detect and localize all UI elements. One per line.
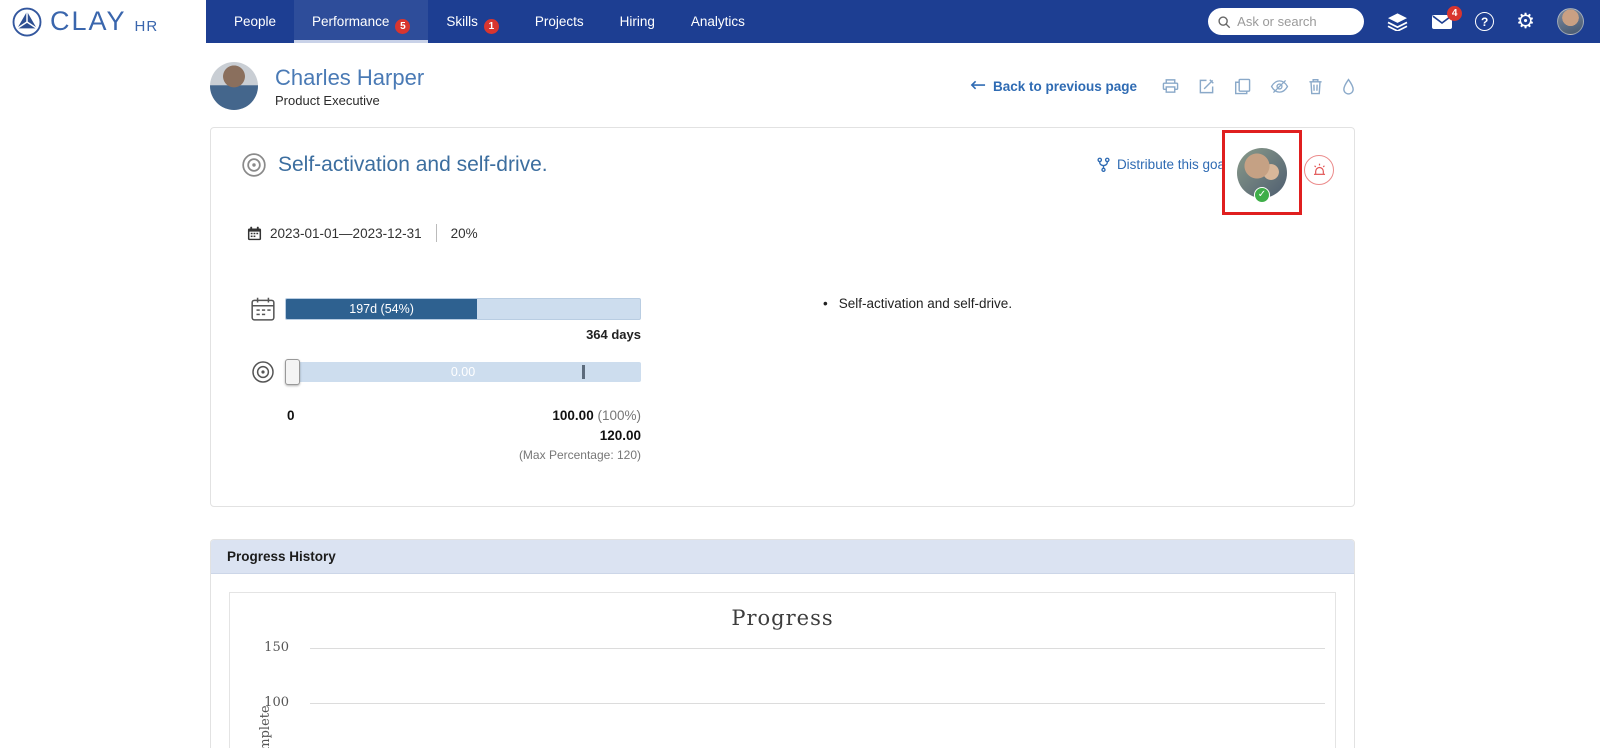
red-highlight-annotation: ✓ — [1222, 130, 1302, 215]
nav-item-skills[interactable]: Skills 1 — [428, 0, 517, 43]
value-slider-row: 0.00 — [249, 359, 641, 385]
progress-history-card: Progress History Progress 150 100 % Comp… — [210, 539, 1355, 748]
profile-actions: Back to previous page — [969, 77, 1355, 95]
page-content: Charles Harper Product Executive Back to… — [210, 62, 1355, 748]
clayhr-logo-icon — [12, 7, 42, 37]
main-nav: People Performance 5 Skills 1 Projects Hir… — [216, 0, 763, 43]
bullet-dot: • — [823, 296, 828, 311]
slider-value-label: 0.00 — [450, 365, 476, 379]
slider-100-tick — [581, 365, 585, 379]
goal-date-row: 2023-01-01—2023-12-31 20% — [247, 224, 478, 242]
time-progress-fill: 197d (54%) — [286, 299, 478, 319]
distribute-fork-icon — [1096, 156, 1111, 173]
print-icon[interactable] — [1162, 78, 1179, 94]
profile-header: Charles Harper Product Executive Back to… — [210, 62, 1355, 110]
search-input[interactable] — [1237, 14, 1356, 29]
brand-name: CLAY — [50, 6, 127, 36]
time-progress-label: 197d (54%) — [349, 302, 414, 316]
brand-suffix: HR — [134, 17, 159, 35]
target-small-icon — [249, 360, 277, 384]
range-max-label: 100.00 (100%) — [519, 408, 641, 423]
value-slider-wrap: 0.00 — [285, 359, 641, 385]
search-icon — [1217, 15, 1231, 29]
goal-card: Self-activation and self-drive. Distribu… — [210, 127, 1355, 507]
nav-item-people[interactable]: People — [216, 0, 294, 43]
max-value: 100.00 — [552, 408, 594, 423]
progress-history-header: Progress History — [211, 540, 1354, 574]
topnav-right: 4 ? ⚙ — [1208, 0, 1600, 43]
settings-gear-icon[interactable]: ⚙ — [1516, 10, 1535, 33]
progress-chart: Progress 150 100 % Complete — [229, 592, 1336, 748]
brand-logo[interactable]: CLAY HR — [0, 0, 206, 43]
nav-label: Analytics — [690, 14, 745, 29]
nav-label: Performance — [312, 14, 390, 29]
employee-names: Charles Harper Product Executive — [275, 65, 424, 108]
chart-outer: Progress 150 100 % Complete — [211, 574, 1354, 748]
range-min-label: 0 — [287, 408, 295, 423]
slider-range-labels: 0 100.00 (100%) 120.00 (Max Percentage: … — [249, 408, 641, 462]
help-icon[interactable]: ? — [1475, 12, 1495, 31]
goal-date-range: 2023-01-01—2023-12-31 — [270, 225, 422, 241]
distribute-goal-link[interactable]: Distribute this goal — [1096, 156, 1228, 173]
calendar-outline-icon — [249, 296, 277, 322]
gridline-150 — [310, 648, 1325, 649]
nav-label: Projects — [534, 14, 584, 29]
total-days-label: 364 days — [586, 327, 641, 342]
slider-handle[interactable] — [285, 359, 300, 385]
current-user-avatar[interactable] — [1557, 8, 1584, 35]
value-slider[interactable]: 0.00 — [285, 359, 641, 385]
nav-item-analytics[interactable]: Analytics — [673, 0, 763, 43]
back-to-previous-link[interactable]: Back to previous page — [969, 79, 1137, 94]
performance-badge: 5 — [395, 18, 411, 34]
employee-job-title: Product Executive — [275, 92, 380, 108]
ytick-150: 150 — [264, 640, 289, 655]
search-box[interactable] — [1208, 8, 1365, 35]
chart-ylabel: % Complete — [258, 705, 273, 748]
max-percent: (100%) — [597, 408, 641, 423]
alert-siren-icon[interactable] — [1304, 155, 1334, 185]
time-progress-row: 197d (54%) — [249, 296, 641, 322]
goal-title-row: Self-activation and self-drive. — [241, 152, 548, 178]
assignee-status-badge: ✓ — [1254, 186, 1270, 203]
employee-avatar[interactable] — [210, 62, 258, 110]
assignee-avatar[interactable]: ✓ — [1237, 147, 1287, 203]
range-right-stack: 100.00 (100%) 120.00 (Max Percentage: 12… — [519, 408, 641, 462]
separator — [435, 224, 437, 242]
droplet-icon[interactable] — [1342, 77, 1355, 95]
mail-badge: 4 — [1447, 5, 1463, 21]
goal-progress-column: 197d (54%) 364 days 0.00 — [249, 296, 641, 462]
gridline-100 — [310, 703, 1325, 704]
goal-description-text: Self-activation and self-drive. — [838, 296, 1013, 311]
copy-icon[interactable] — [1234, 78, 1251, 95]
goal-weight: 20% — [450, 225, 478, 241]
hide-eye-icon[interactable] — [1270, 79, 1289, 94]
nav-label: Skills — [446, 14, 478, 29]
distribute-goal-label: Distribute this goal — [1116, 157, 1228, 172]
time-progress-bar-wrap: 197d (54%) — [285, 298, 641, 320]
layers-icon[interactable] — [1386, 12, 1409, 31]
skills-badge: 1 — [483, 18, 499, 34]
chart-title: Progress — [731, 606, 834, 630]
range-overall-label: 120.00 — [599, 428, 641, 443]
nav-item-hiring[interactable]: Hiring — [602, 0, 673, 43]
nav-label: People — [234, 14, 277, 29]
mail-icon[interactable]: 4 — [1431, 5, 1463, 30]
top-navbar: CLAY HR People Performance 5 Skills 1 Proj… — [0, 0, 1600, 43]
delete-trash-icon[interactable] — [1308, 78, 1323, 95]
nav-item-performance[interactable]: Performance 5 — [294, 0, 429, 43]
ytick-100: 100 — [264, 695, 289, 710]
back-arrow-icon — [969, 80, 986, 92]
back-link-label: Back to previous page — [992, 78, 1137, 94]
goal-description-bullet: • Self-activation and self-drive. — [823, 296, 1012, 311]
nav-item-projects[interactable]: Projects — [517, 0, 602, 43]
goal-target-icon — [241, 152, 267, 178]
nav-label: Hiring — [619, 14, 655, 29]
goal-title-text: Self-activation and self-drive. — [278, 153, 548, 176]
calendar-icon — [247, 226, 262, 241]
question-mark: ? — [1475, 12, 1495, 31]
time-progress-bar: 197d (54%) — [285, 298, 641, 320]
edit-icon[interactable] — [1198, 78, 1215, 95]
employee-name[interactable]: Charles Harper — [275, 64, 425, 90]
max-percentage-note: (Max Percentage: 120) — [518, 448, 641, 462]
